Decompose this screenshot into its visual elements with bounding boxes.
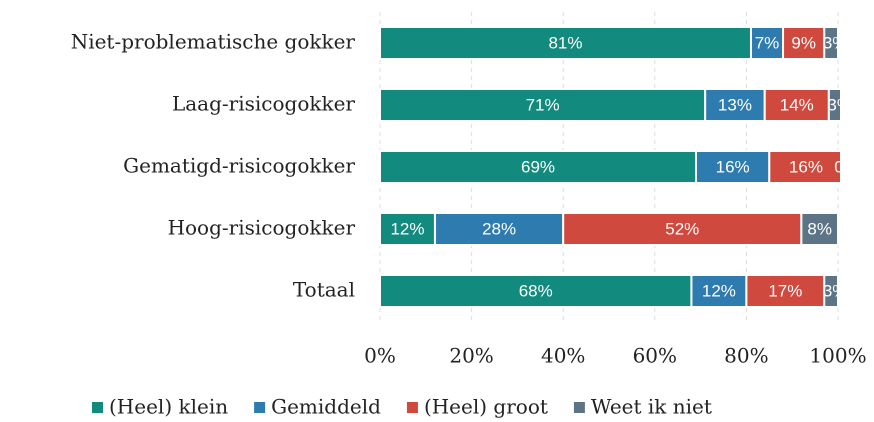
value-label: 3% — [823, 33, 848, 52]
bar-segment — [823, 274, 840, 308]
x-tick-label: 80% — [724, 344, 768, 368]
category-label: Niet-problematische gokker — [71, 30, 356, 54]
value-label: 12% — [390, 219, 424, 238]
legend-label: (Heel) groot — [424, 395, 548, 419]
bar-segment — [379, 150, 698, 184]
value-label: 69% — [521, 157, 555, 176]
bar-segment — [433, 212, 565, 246]
bar-segment — [745, 274, 826, 308]
value-label: 71% — [526, 95, 560, 114]
bar-segment — [379, 212, 436, 246]
bar-segment — [827, 88, 840, 122]
legend-label: Weet ik niet — [591, 395, 712, 419]
value-label: 28% — [482, 219, 516, 238]
labels: 0% 20% 40% 60% 80% 100% Niet-problematische go… — [71, 30, 867, 419]
legend-marker — [254, 402, 266, 413]
legend-marker — [406, 402, 418, 413]
legend-label: (Heel) klein — [109, 395, 228, 419]
bar-segment — [695, 150, 771, 184]
value-label: 3% — [823, 281, 848, 300]
bar-segment — [763, 88, 830, 122]
value-label: 3% — [827, 95, 852, 114]
bar-segment — [768, 150, 840, 184]
value-label: 16% — [716, 157, 750, 176]
x-tick-label: 0% — [364, 344, 396, 368]
value-label: 13% — [718, 95, 752, 114]
bar-segment — [823, 26, 840, 60]
value-label: 9% — [791, 33, 816, 52]
category-label: Totaal — [293, 278, 355, 302]
bar-segment — [379, 274, 693, 308]
value-label: 12% — [702, 281, 736, 300]
value-label: 14% — [780, 95, 814, 114]
value-label: 0% — [834, 157, 859, 176]
bars: 81% 7% 9% 3% 71% 13% 14% 3% 69% 16% 16% 0% 12% 28% 52%… — [379, 26, 859, 308]
value-label: 8% — [807, 219, 832, 238]
x-tick-label: 20% — [449, 344, 493, 368]
x-tick-label: 100% — [809, 344, 866, 368]
value-label: 81% — [548, 33, 582, 52]
bar-segment — [690, 274, 748, 308]
x-tick-label: 60% — [633, 344, 677, 368]
value-label: 17% — [768, 281, 802, 300]
legend-marker — [92, 402, 103, 413]
bar-segment — [379, 88, 707, 122]
category-label: Laag-risicogokker — [172, 92, 355, 116]
value-label: 52% — [665, 219, 699, 238]
legend-marker — [573, 402, 585, 413]
bar-segment — [704, 88, 766, 122]
legend-label: Gemiddeld — [271, 395, 381, 419]
bar-segment — [379, 26, 752, 60]
value-label: 16% — [789, 157, 823, 176]
value-label: 68% — [519, 281, 553, 300]
category-label: Hoog-risicogokker — [168, 216, 356, 240]
x-tick-label: 40% — [541, 344, 585, 368]
category-label: Gematigd-risicogokker — [123, 154, 355, 178]
value-label: 7% — [755, 33, 780, 52]
bar-segment — [800, 212, 839, 246]
